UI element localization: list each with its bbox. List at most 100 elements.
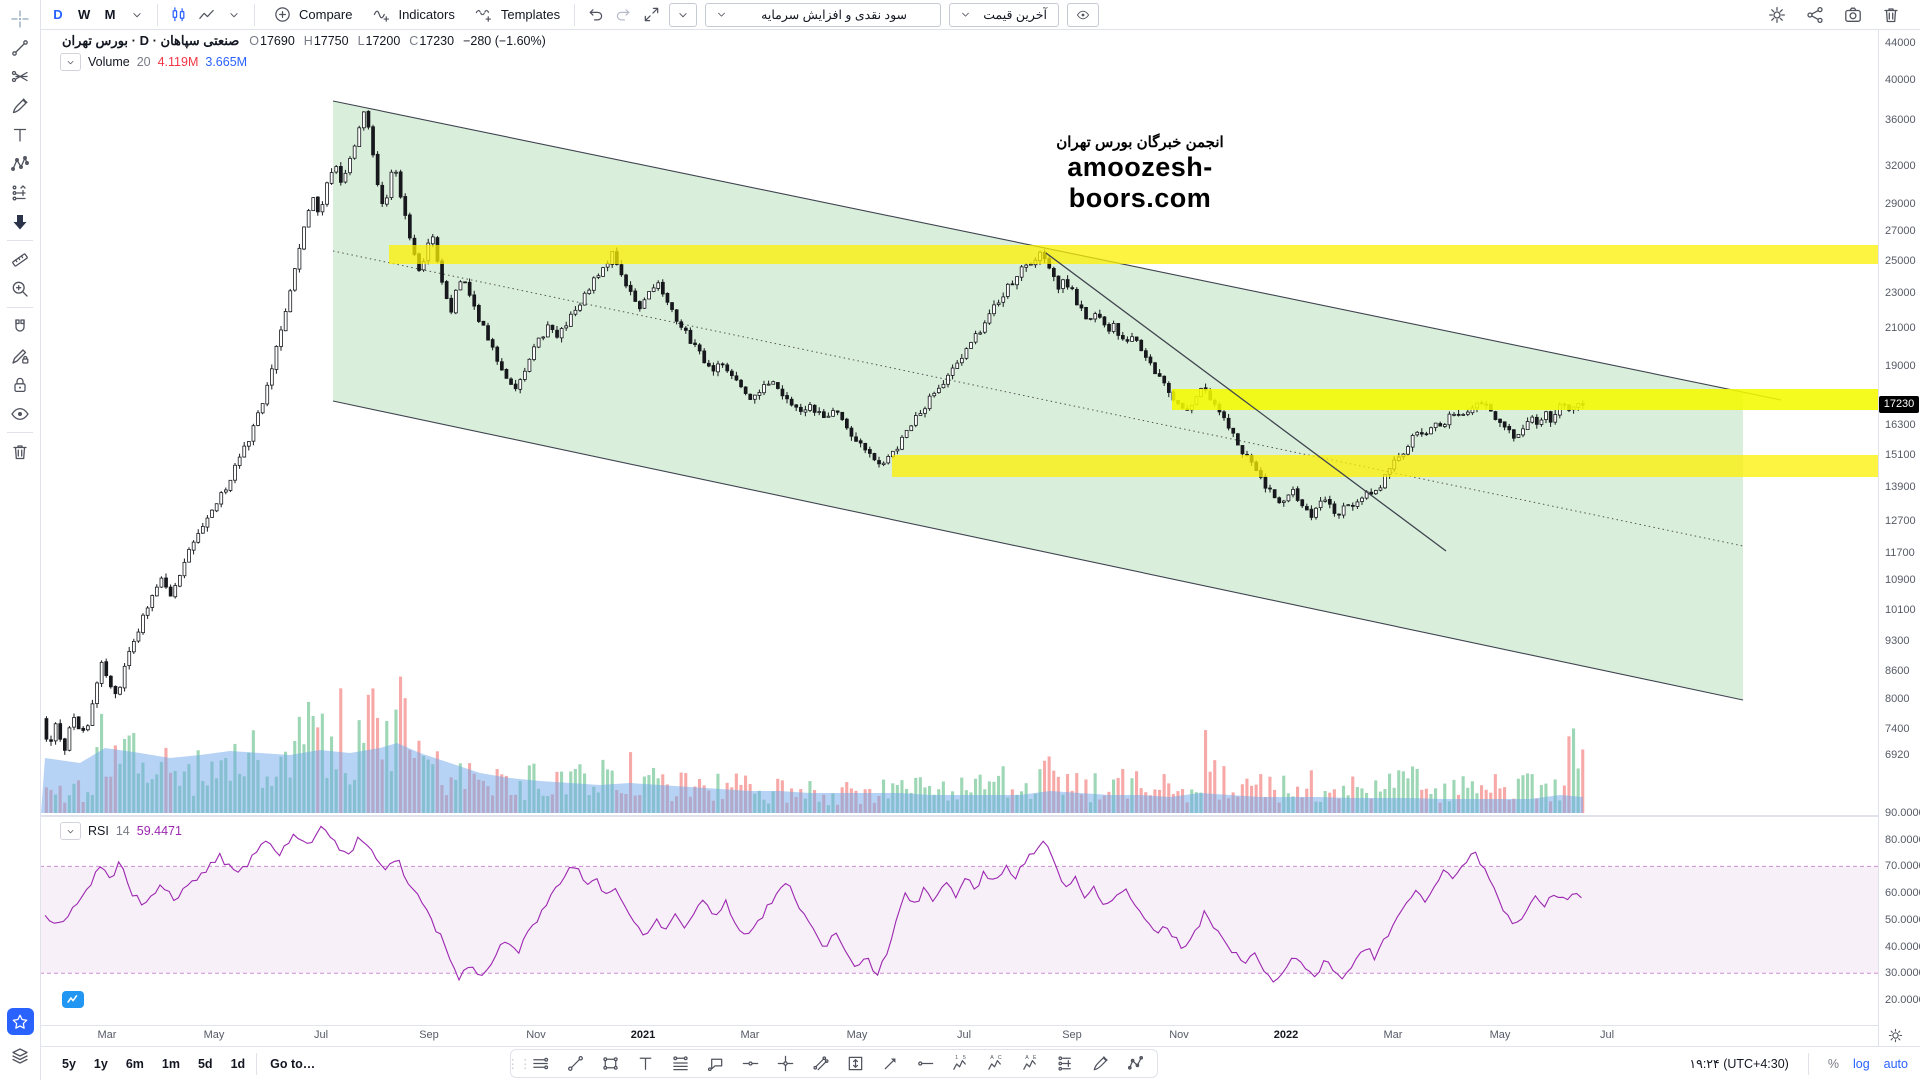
drawing-tools-list xyxy=(5,4,35,466)
fullscreen-icon[interactable] xyxy=(638,3,664,27)
cross-line-icon[interactable] xyxy=(768,1051,803,1076)
sidebar-bottom-group xyxy=(5,1008,35,1080)
chart-type-chevron-icon[interactable] xyxy=(221,3,247,27)
horizontal-line-icon[interactable] xyxy=(733,1051,768,1076)
bottom-right-group: ۱۹:۲۴ (UTC+4:30) % log auto xyxy=(1689,1052,1920,1075)
undo-icon[interactable] xyxy=(582,3,608,27)
price-tick: 8600 xyxy=(1885,665,1910,678)
volume-length: 20 xyxy=(136,55,151,69)
auto-scale-toggle[interactable]: auto xyxy=(1883,1056,1908,1071)
symbol-title[interactable]: صنعتی سپاهان · D · بورس تهران xyxy=(62,33,240,48)
screenshot-camera-icon[interactable] xyxy=(1840,3,1866,27)
timeframe-d-button[interactable]: D xyxy=(46,3,70,27)
polyline-icon[interactable] xyxy=(1118,1051,1153,1076)
price-tick: 36000 xyxy=(1885,114,1916,127)
arrow-marker-icon[interactable] xyxy=(5,207,35,236)
price-axis[interactable]: 44000 40000 36000 32000 29000 27000 25000 23000… xyxy=(1878,29,1920,1046)
date-range-icon[interactable] xyxy=(1048,1051,1083,1076)
dividend-adjustment-select[interactable]: سود نقدی و افزایش سرمایه xyxy=(705,2,942,27)
brush-icon[interactable] xyxy=(1083,1051,1118,1076)
high-value: H17750 xyxy=(303,34,349,48)
range-5d-button[interactable]: 5d xyxy=(192,1053,219,1075)
parallel-channel-icon[interactable] xyxy=(803,1051,838,1076)
horizontal-ray-icon[interactable] xyxy=(908,1051,943,1076)
redo-icon[interactable] xyxy=(610,3,636,27)
chart-type-candles-icon[interactable] xyxy=(165,3,191,27)
symbol-legend[interactable]: صنعتی سپاهان · D · بورس تهران O17690 H17… xyxy=(62,33,546,49)
rectangle-icon[interactable] xyxy=(593,1051,628,1076)
open-value: O17690 xyxy=(249,34,295,48)
text-icon[interactable] xyxy=(5,120,35,149)
share-icon[interactable] xyxy=(1802,3,1828,27)
visibility-toggle-button[interactable] xyxy=(1067,2,1100,27)
callout-icon[interactable] xyxy=(698,1051,733,1076)
range-1y-button[interactable]: 1y xyxy=(88,1053,114,1075)
range-1d-button[interactable]: 1d xyxy=(225,1053,252,1075)
watermark-line2: amoozesh-boors.com xyxy=(1067,152,1213,213)
text-icon[interactable] xyxy=(628,1051,663,1076)
timeframe-m-button[interactable]: M xyxy=(98,3,122,27)
price-tick: 10100 xyxy=(1885,603,1916,616)
templates-button[interactable]: Templates xyxy=(464,2,567,28)
theme-sun-icon[interactable] xyxy=(1887,1027,1904,1044)
layout-dropdown[interactable] xyxy=(669,2,698,27)
divider xyxy=(1807,1052,1809,1075)
timeframe-w-button[interactable]: W xyxy=(72,3,96,27)
xabcd-icon[interactable] xyxy=(5,149,35,178)
object-tree-layers-icon[interactable] xyxy=(5,1041,35,1070)
trendline-icon[interactable] xyxy=(5,33,35,62)
compare-button[interactable]: Compare xyxy=(262,2,359,28)
time-tick: May xyxy=(846,1029,868,1041)
percent-scale-toggle[interactable]: % xyxy=(1827,1056,1839,1071)
price-tick: 32000 xyxy=(1885,159,1916,172)
ruler-icon[interactable] xyxy=(5,245,35,274)
chevron-down-icon xyxy=(958,8,972,22)
settings-gear-icon[interactable] xyxy=(1764,3,1790,27)
range-6m-button[interactable]: 6m xyxy=(120,1053,150,1075)
rsi-tick: 20.0000 xyxy=(1885,993,1920,1006)
timeframe-menu-chevron-icon[interactable] xyxy=(124,3,150,27)
gann-fib-icon[interactable] xyxy=(5,62,35,91)
price-tick: 21000 xyxy=(1885,321,1916,334)
lock-icon[interactable] xyxy=(5,370,35,399)
indicators-button[interactable]: Indicators xyxy=(361,2,461,28)
trendline-icon[interactable] xyxy=(558,1051,593,1076)
clock-label[interactable]: ۱۹:۲۴ (UTC+4:30) xyxy=(1689,1057,1789,1071)
parallel-lines-icon[interactable] xyxy=(523,1051,558,1076)
volume-value: 4.119M xyxy=(157,55,199,69)
crosshair-icon[interactable] xyxy=(5,4,35,33)
rsi-value: 59.4471 xyxy=(136,824,182,838)
chart-type-line-icon[interactable] xyxy=(193,3,219,27)
log-scale-toggle[interactable]: log xyxy=(1852,1056,1870,1071)
price-tick: 40000 xyxy=(1885,73,1916,86)
tradingview-logo[interactable] xyxy=(62,991,84,1008)
time-axis[interactable]: Mar May Jul Sep Nov 2021 Mar May Jul Sep Nov 2022 Ma… xyxy=(40,1025,1878,1047)
dividend-select-value: سود نقدی و افزایش سرمایه xyxy=(761,8,908,22)
goto-button[interactable]: Go to… xyxy=(270,1056,316,1071)
price-range-icon[interactable] xyxy=(838,1051,873,1076)
delete-trash-icon[interactable] xyxy=(1878,3,1904,27)
zoom-in-icon[interactable] xyxy=(5,274,35,303)
rsi-legend-chevron-icon[interactable] xyxy=(60,822,81,840)
trash-icon[interactable] xyxy=(5,437,35,466)
drawing-lock-icon[interactable] xyxy=(5,341,35,370)
eye-icon[interactable] xyxy=(5,399,35,428)
toolbar-drag-handle[interactable]: ⋮⋮ xyxy=(506,1057,532,1071)
price-tick: 12700 xyxy=(1885,515,1916,528)
price-tick: 25000 xyxy=(1885,254,1916,267)
magnet-icon[interactable] xyxy=(5,312,35,341)
price-tick: 23000 xyxy=(1885,286,1916,299)
fib-lines-icon[interactable] xyxy=(663,1051,698,1076)
range-5y-button[interactable]: 5y xyxy=(56,1053,82,1075)
favorites-star-button[interactable] xyxy=(6,1008,34,1035)
brush-icon[interactable] xyxy=(5,91,35,120)
forecast-icon[interactable] xyxy=(5,178,35,207)
range-1m-button[interactable]: 1m xyxy=(156,1053,186,1075)
price-mode-select[interactable]: آخرین قیمت xyxy=(949,2,1060,27)
arrow-icon[interactable] xyxy=(873,1051,908,1076)
volume-legend-chevron-icon[interactable] xyxy=(60,53,81,71)
